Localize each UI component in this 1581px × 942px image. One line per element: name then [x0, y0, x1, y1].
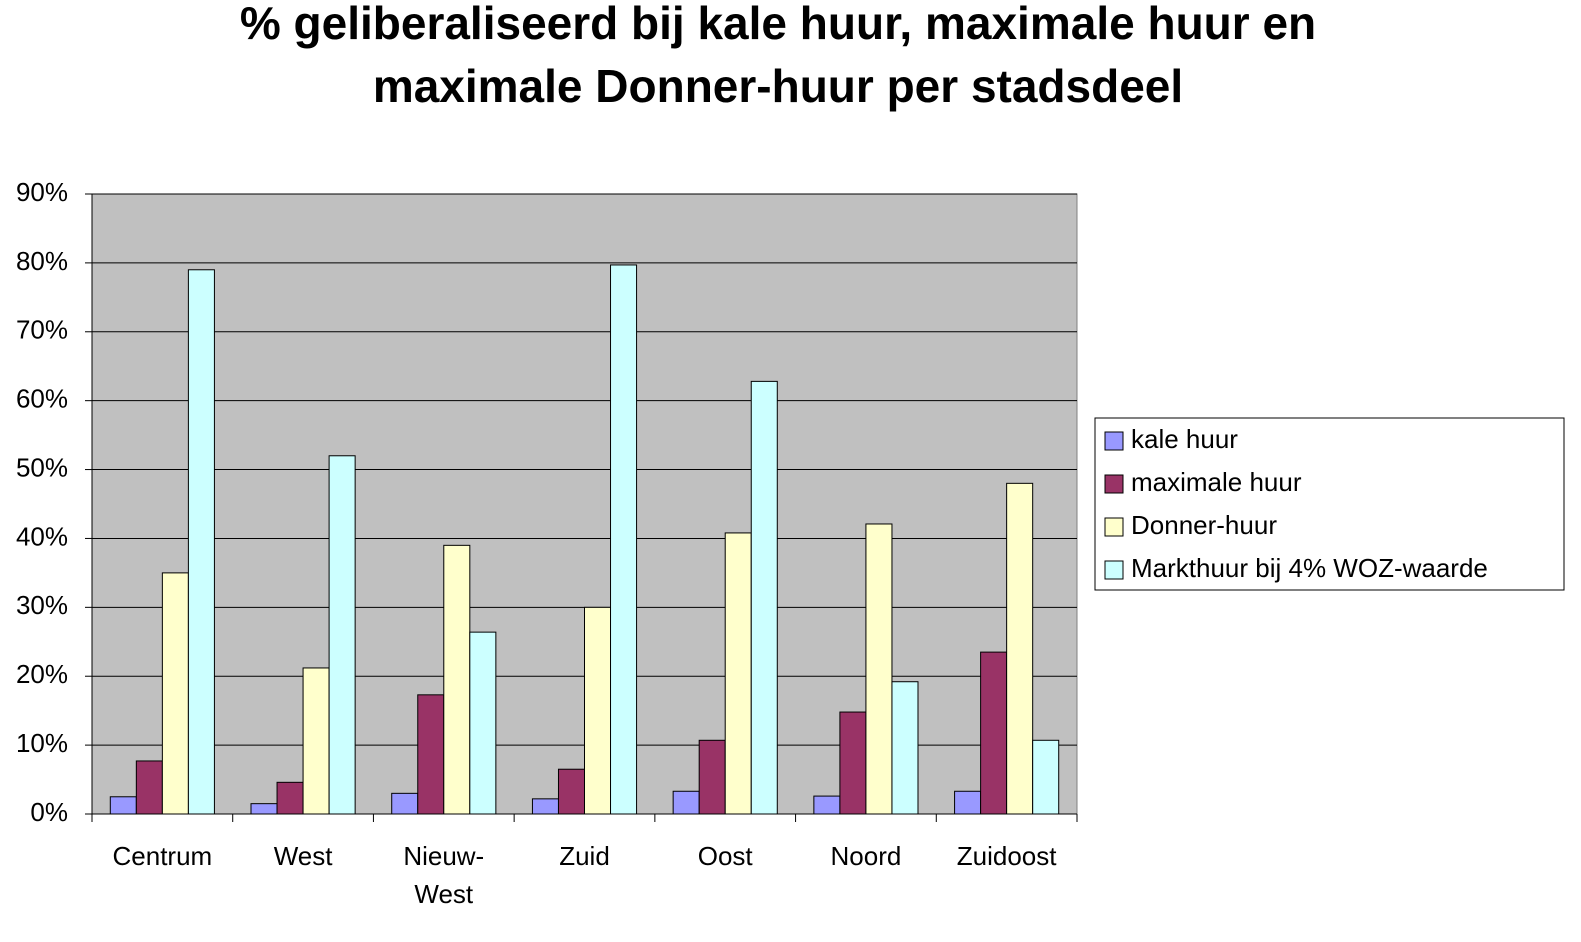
bar: [610, 264, 638, 815]
bar: [698, 739, 726, 815]
bar: [1006, 482, 1034, 815]
legend-label: maximale huur: [1131, 467, 1302, 497]
legend-label: Markthuur bij 4% WOZ-waarde: [1131, 553, 1488, 583]
y-tick-label: 0%: [30, 797, 68, 827]
bar: [584, 606, 612, 815]
bar: [724, 532, 752, 815]
bar: [250, 803, 278, 815]
bar: [750, 380, 778, 815]
bar: [839, 711, 867, 815]
y-tick-label: 60%: [16, 384, 68, 414]
bar: [187, 269, 215, 815]
y-tick-label: 90%: [16, 177, 68, 207]
x-tick-label: Centrum: [113, 841, 213, 871]
bar: [469, 631, 497, 815]
legend-swatch: [1104, 517, 1124, 537]
bar: [954, 790, 982, 815]
bar: [391, 792, 419, 815]
bar: [417, 694, 445, 815]
bar: [865, 523, 893, 815]
x-tick-label: Zuidoost: [957, 841, 1057, 871]
y-tick-label: 20%: [16, 659, 68, 689]
y-tick-label: 70%: [16, 315, 68, 345]
bar: [328, 455, 356, 815]
x-tick-label: Oost: [698, 841, 754, 871]
x-tick-label: Noord: [831, 841, 902, 871]
chart-title: maximale Donner-huur per stadsdeel: [373, 60, 1183, 112]
bar: [557, 768, 585, 815]
y-tick-label: 10%: [16, 728, 68, 758]
y-tick-label: 80%: [16, 246, 68, 276]
bar: [980, 651, 1008, 815]
legend-label: kale huur: [1131, 424, 1238, 454]
legend-label: Donner-huur: [1131, 510, 1277, 540]
bar: [443, 544, 471, 815]
bar: [813, 795, 841, 815]
bar: [276, 781, 304, 815]
bar: [1032, 739, 1060, 815]
bar: [891, 681, 919, 815]
y-tick-label: 50%: [16, 452, 68, 482]
bar: [531, 798, 559, 815]
bar: [302, 667, 330, 815]
legend-swatch: [1104, 474, 1124, 494]
chart-title: % geliberaliseerd bij kale huur, maximal…: [240, 0, 1316, 49]
legend-swatch: [1104, 560, 1124, 580]
x-tick-label: West: [274, 841, 334, 871]
y-tick-label: 40%: [16, 521, 68, 551]
bar: [135, 760, 163, 815]
legend-swatch: [1104, 431, 1124, 451]
legend-box: [1094, 417, 1565, 591]
bar: [161, 572, 189, 815]
x-tick-label: Zuid: [559, 841, 610, 871]
bar: [109, 796, 137, 815]
x-tick-label: Nieuw-West: [403, 841, 484, 909]
bar: [672, 790, 700, 815]
y-tick-label: 30%: [16, 590, 68, 620]
